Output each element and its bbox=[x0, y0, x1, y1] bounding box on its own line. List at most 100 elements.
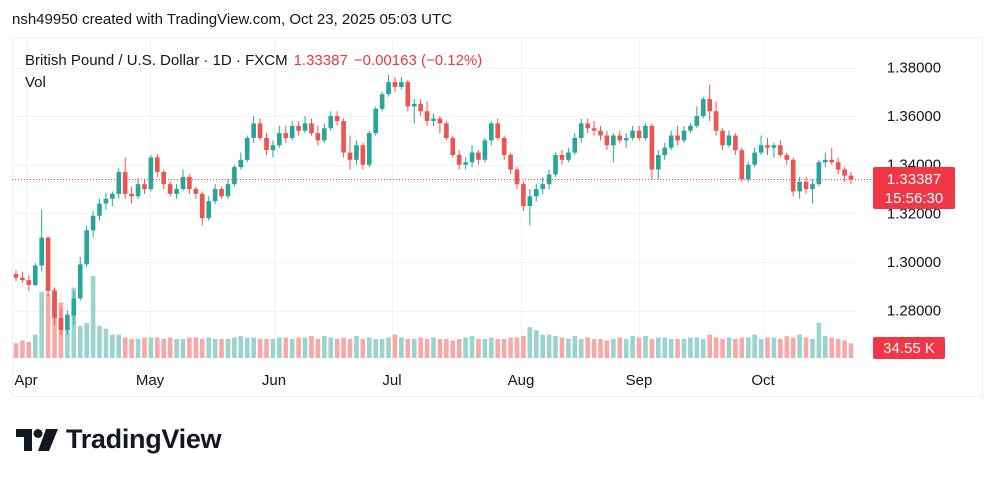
candle-body bbox=[110, 193, 115, 199]
candle-body bbox=[135, 184, 141, 197]
candle-body bbox=[129, 193, 134, 197]
volume-bar bbox=[572, 336, 578, 358]
candles bbox=[13, 74, 854, 335]
candle-body bbox=[778, 145, 783, 155]
volume-bar bbox=[334, 338, 340, 358]
x-tick-label: Apr bbox=[14, 372, 37, 389]
volume-bar bbox=[482, 338, 488, 358]
volume-bar bbox=[514, 337, 520, 358]
candle-body bbox=[418, 103, 423, 112]
symbol-label: British Pound / U.S. Dollar · 1D · FXCM bbox=[25, 52, 288, 69]
volume-bar bbox=[713, 337, 719, 358]
candle-body bbox=[758, 145, 764, 153]
candle-body bbox=[270, 145, 276, 151]
volume-bar bbox=[675, 338, 680, 358]
candle-body bbox=[206, 201, 212, 219]
volume-bar bbox=[321, 336, 327, 358]
candle-body bbox=[733, 135, 738, 151]
candle-body bbox=[688, 125, 693, 131]
volume-bar bbox=[424, 338, 430, 358]
volume-bar bbox=[161, 338, 167, 358]
volume-bar bbox=[167, 337, 173, 358]
candle-body bbox=[84, 230, 89, 265]
volume-bar bbox=[790, 337, 796, 358]
candle-body bbox=[662, 147, 668, 155]
candle-body bbox=[482, 140, 488, 160]
volume-bar bbox=[784, 336, 790, 358]
candle-body bbox=[58, 317, 64, 330]
volume-bar bbox=[591, 338, 597, 358]
candle-body bbox=[354, 145, 359, 160]
volume-bar bbox=[720, 338, 725, 358]
volume-bar bbox=[251, 337, 256, 358]
volume-bar bbox=[476, 338, 481, 358]
candle-body bbox=[700, 99, 706, 117]
volume-bar bbox=[521, 336, 526, 358]
volume-bar bbox=[829, 337, 835, 358]
volume-bar bbox=[405, 338, 411, 358]
candle-body bbox=[675, 135, 680, 141]
candle-body bbox=[26, 280, 32, 285]
volume-bar bbox=[649, 338, 655, 358]
volume-bar bbox=[347, 338, 353, 358]
candle-body bbox=[399, 82, 404, 87]
tradingview-logo[interactable]: TradingView bbox=[16, 424, 222, 455]
candle-body bbox=[572, 137, 578, 153]
volume-bar bbox=[437, 338, 443, 358]
volume-bar bbox=[116, 334, 122, 358]
volume-label: Vol bbox=[25, 74, 46, 91]
candle-body bbox=[784, 154, 790, 160]
candle-body bbox=[334, 116, 340, 121]
candle-body bbox=[45, 237, 51, 292]
x-tick-label: Aug bbox=[508, 372, 535, 389]
candle-body bbox=[765, 145, 770, 148]
volume-bar bbox=[450, 340, 456, 358]
volume-bar bbox=[232, 337, 237, 358]
volume-bar bbox=[180, 338, 186, 358]
candle-body bbox=[328, 116, 334, 129]
candle-body bbox=[540, 184, 546, 189]
volume-bar bbox=[694, 337, 700, 358]
volume-bar bbox=[733, 338, 738, 358]
candle-body bbox=[360, 145, 366, 165]
candle-body bbox=[174, 189, 179, 194]
candle-body bbox=[219, 189, 224, 197]
volume-bar bbox=[546, 334, 552, 358]
candle-body bbox=[469, 152, 475, 163]
volume-bar bbox=[655, 337, 661, 358]
volume-bar bbox=[726, 337, 732, 358]
candle-body bbox=[437, 118, 443, 124]
volume-bar bbox=[148, 337, 154, 358]
volume-bar bbox=[848, 343, 854, 358]
volume-bar bbox=[495, 338, 501, 358]
candle-body bbox=[302, 123, 308, 131]
candle-body bbox=[726, 135, 732, 146]
candle-body bbox=[521, 184, 526, 207]
candle-body bbox=[347, 152, 353, 160]
candle-body bbox=[450, 137, 456, 155]
volume-bar bbox=[26, 341, 32, 358]
volume-bar bbox=[277, 337, 282, 358]
candle-body bbox=[456, 154, 462, 165]
candle-body bbox=[309, 123, 314, 134]
volume-bar bbox=[745, 337, 751, 358]
candle-body bbox=[694, 116, 700, 126]
candle-body bbox=[527, 196, 533, 207]
volume-bar bbox=[611, 338, 616, 358]
candle-body bbox=[424, 111, 430, 121]
volume-bar bbox=[354, 336, 359, 358]
y-tick-label: 1.38000 bbox=[887, 60, 941, 77]
volume-bar bbox=[45, 293, 51, 358]
x-tick-label: Jun bbox=[262, 372, 286, 389]
candle-body bbox=[649, 125, 655, 170]
y-tick-label: 1.36000 bbox=[887, 108, 941, 125]
volume-bar bbox=[752, 334, 757, 358]
volume-bar bbox=[135, 338, 141, 358]
candle-body bbox=[90, 215, 96, 231]
candle-body bbox=[501, 137, 507, 155]
volume-bar bbox=[187, 337, 192, 358]
volume-bar bbox=[630, 336, 635, 358]
volume-bar bbox=[257, 338, 263, 358]
candle-body bbox=[630, 130, 635, 138]
